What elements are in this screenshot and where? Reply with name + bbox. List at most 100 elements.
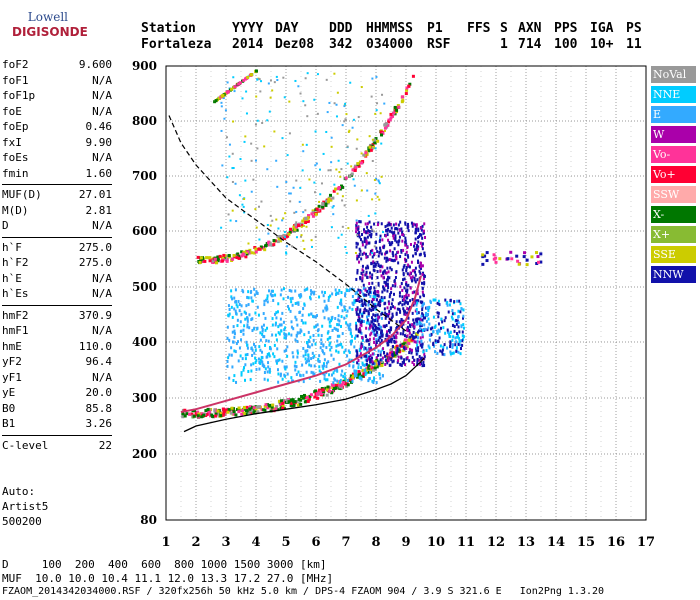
echo-point: [288, 307, 291, 311]
echo-point: [355, 308, 358, 312]
echo-point: [434, 298, 437, 302]
echo-point: [322, 344, 325, 348]
x-tick-label: 5: [281, 535, 290, 550]
echo-point: [365, 348, 368, 352]
echo-point: [450, 315, 453, 319]
echo-point: [389, 352, 393, 356]
echo-point: [414, 273, 417, 277]
echo-point: [271, 219, 274, 222]
echo-point: [330, 345, 333, 349]
echo-point: [384, 225, 387, 229]
echo-point: [406, 334, 409, 338]
echo-point: [417, 260, 420, 264]
echo-point: [409, 276, 412, 280]
echo-point: [421, 308, 424, 312]
echo-point: [494, 260, 498, 264]
echo-point: [361, 338, 364, 342]
echo-point: [375, 317, 378, 321]
echo-point: [432, 330, 435, 334]
echo-point: [303, 302, 306, 306]
echo-point: [259, 358, 262, 362]
echo-point: [456, 332, 459, 336]
echo-point: [271, 289, 274, 293]
echo-point: [360, 303, 363, 307]
echo-point: [312, 371, 315, 375]
echo-point: [397, 250, 400, 254]
echo-point: [394, 236, 397, 240]
echo-point: [415, 322, 418, 326]
echo-point: [371, 273, 374, 277]
echo-point: [258, 78, 261, 81]
echo-point: [457, 325, 460, 329]
echo-point: [397, 348, 401, 352]
echo-point: [373, 261, 376, 265]
echo-point: [459, 343, 462, 347]
echo-point: [415, 223, 418, 227]
echo-point: [300, 319, 303, 323]
echo-point: [289, 297, 292, 301]
echo-point: [384, 281, 387, 285]
echo-point: [227, 304, 230, 308]
echo-point: [368, 241, 371, 245]
row1-5: P1: [427, 21, 443, 36]
echo-point: [334, 384, 338, 388]
echo-point: [391, 114, 395, 118]
echo-point: [328, 373, 331, 377]
echo-point: [240, 338, 243, 342]
echo-point: [371, 255, 374, 259]
param-label: fmin: [2, 166, 29, 180]
echo-point: [254, 360, 257, 364]
echo-point: [300, 225, 303, 228]
echo-point: [222, 255, 226, 259]
echo-point: [373, 366, 377, 370]
echo-point: [364, 307, 367, 311]
echo-point: [417, 349, 420, 353]
echo-point: [245, 405, 249, 409]
echo-point: [367, 310, 370, 314]
echo-point: [377, 283, 380, 287]
echo-point: [289, 192, 292, 195]
echo-point: [339, 301, 342, 305]
echo-point: [298, 200, 301, 203]
echo-point: [301, 313, 304, 317]
echo-point: [292, 403, 296, 407]
echo-point: [266, 300, 269, 304]
echo-point: [416, 278, 419, 282]
echo-point: [391, 241, 394, 245]
echo-point: [327, 197, 331, 201]
echo-point: [421, 335, 424, 339]
echo-point: [407, 222, 410, 226]
echo-point: [367, 292, 370, 296]
echo-point: [387, 334, 390, 338]
echo-point: [271, 407, 275, 411]
echo-point: [423, 364, 426, 368]
echo-point: [208, 408, 212, 412]
logo-lowell: Lowell: [27, 10, 68, 24]
echo-point: [397, 302, 400, 306]
echo-point: [355, 226, 358, 230]
echo-point: [379, 234, 382, 238]
echo-point: [411, 323, 414, 327]
echo-point: [449, 299, 452, 303]
echo-point: [380, 338, 383, 342]
echo-point: [344, 176, 348, 180]
echo-point: [375, 338, 378, 342]
echo-point: [270, 289, 273, 293]
echo-point: [397, 231, 400, 235]
echo-point: [381, 299, 384, 303]
echo-point: [413, 358, 416, 362]
echo-point: [279, 399, 283, 403]
echo-point: [539, 252, 543, 256]
echo-point: [364, 245, 367, 249]
echo-point: [377, 290, 380, 294]
param-label: foE: [2, 104, 22, 118]
echo-point: [359, 330, 362, 334]
echo-point: [446, 346, 449, 350]
echo-point: [462, 316, 465, 320]
echo-point: [375, 75, 378, 78]
echo-point: [413, 244, 416, 248]
echo-point: [536, 255, 540, 259]
echo-point: [443, 343, 446, 347]
echo-point: [389, 222, 392, 226]
echo-point: [290, 289, 293, 293]
